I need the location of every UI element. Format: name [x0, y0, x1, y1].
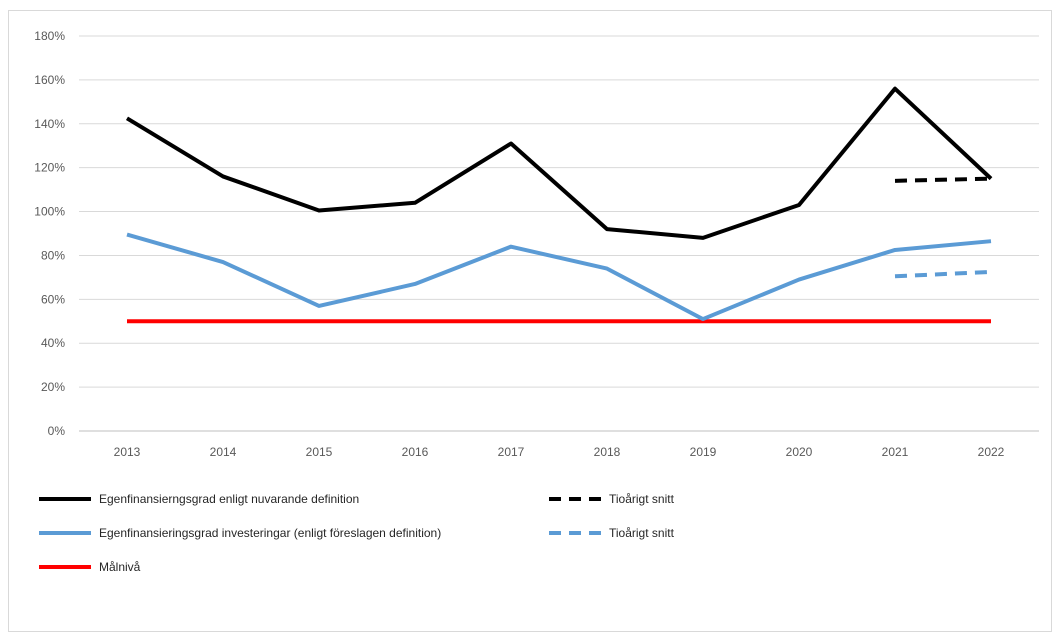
- legend-label: Egenfinansierngsgrad enligt nuvarande de…: [99, 492, 359, 506]
- series-line-0: [125, 86, 993, 240]
- legend: Egenfinansierngsgrad enligt nuvarande de…: [39, 492, 675, 574]
- x-tick-label: 2022: [978, 445, 1005, 459]
- legend-label: Egenfinansieringsgrad investeringar (enl…: [99, 526, 441, 540]
- y-tick-label: 100%: [34, 205, 65, 219]
- series-line-3: [894, 176, 992, 183]
- y-tick-label: 60%: [41, 292, 65, 306]
- y-tick-label: 140%: [34, 117, 65, 131]
- legend-label: Tioårigt snitt: [609, 492, 675, 506]
- y-tick-label: 40%: [41, 336, 65, 350]
- x-tick-label: 2018: [594, 445, 621, 459]
- series-line-4: [894, 269, 992, 279]
- y-tick-label: 0%: [48, 424, 66, 438]
- x-tick-label: 2016: [402, 445, 429, 459]
- chart-area: 0% 20% 40% 60% 80% 100% 120% 140% 160% 180% 2013 2…: [8, 10, 1052, 632]
- legend-item: Tioårigt snitt: [549, 492, 675, 506]
- legend-item: Egenfinansierngsgrad enligt nuvarande de…: [39, 492, 359, 506]
- x-tick-label: 2013: [114, 445, 141, 459]
- legend-label: Målnivå: [99, 560, 141, 574]
- y-tick-label: 20%: [41, 380, 65, 394]
- x-axis-tick-labels: 2013 2014 2015 2016 2017 2018 2019 2020 2021 2022: [114, 445, 1005, 459]
- y-tick-label: 120%: [34, 161, 65, 175]
- x-tick-label: 2015: [306, 445, 333, 459]
- x-tick-label: 2014: [210, 445, 237, 459]
- y-tick-label: 160%: [34, 73, 65, 87]
- x-tick-label: 2021: [882, 445, 909, 459]
- legend-item: Tioårigt snitt: [549, 526, 675, 540]
- y-tick-label: 180%: [34, 29, 65, 43]
- x-tick-label: 2020: [786, 445, 813, 459]
- gridlines: [79, 35, 1039, 432]
- legend-label: Tioårigt snitt: [609, 526, 675, 540]
- line-chart: 0%20%40%60%80%100%120%140%160%180% 2013 2…: [34, 29, 1039, 574]
- series-lines: [125, 86, 993, 324]
- x-tick-label: 2017: [498, 445, 525, 459]
- legend-item: Målnivå: [39, 560, 141, 574]
- legend-item: Egenfinansieringsgrad investeringar (enl…: [39, 526, 441, 540]
- y-axis-tick-labels: 0% 20% 40% 60% 80% 100% 120% 140% 160% 180%: [34, 29, 65, 438]
- y-tick-label: 80%: [41, 248, 65, 262]
- series-line-1: [126, 232, 992, 322]
- x-tick-label: 2019: [690, 445, 717, 459]
